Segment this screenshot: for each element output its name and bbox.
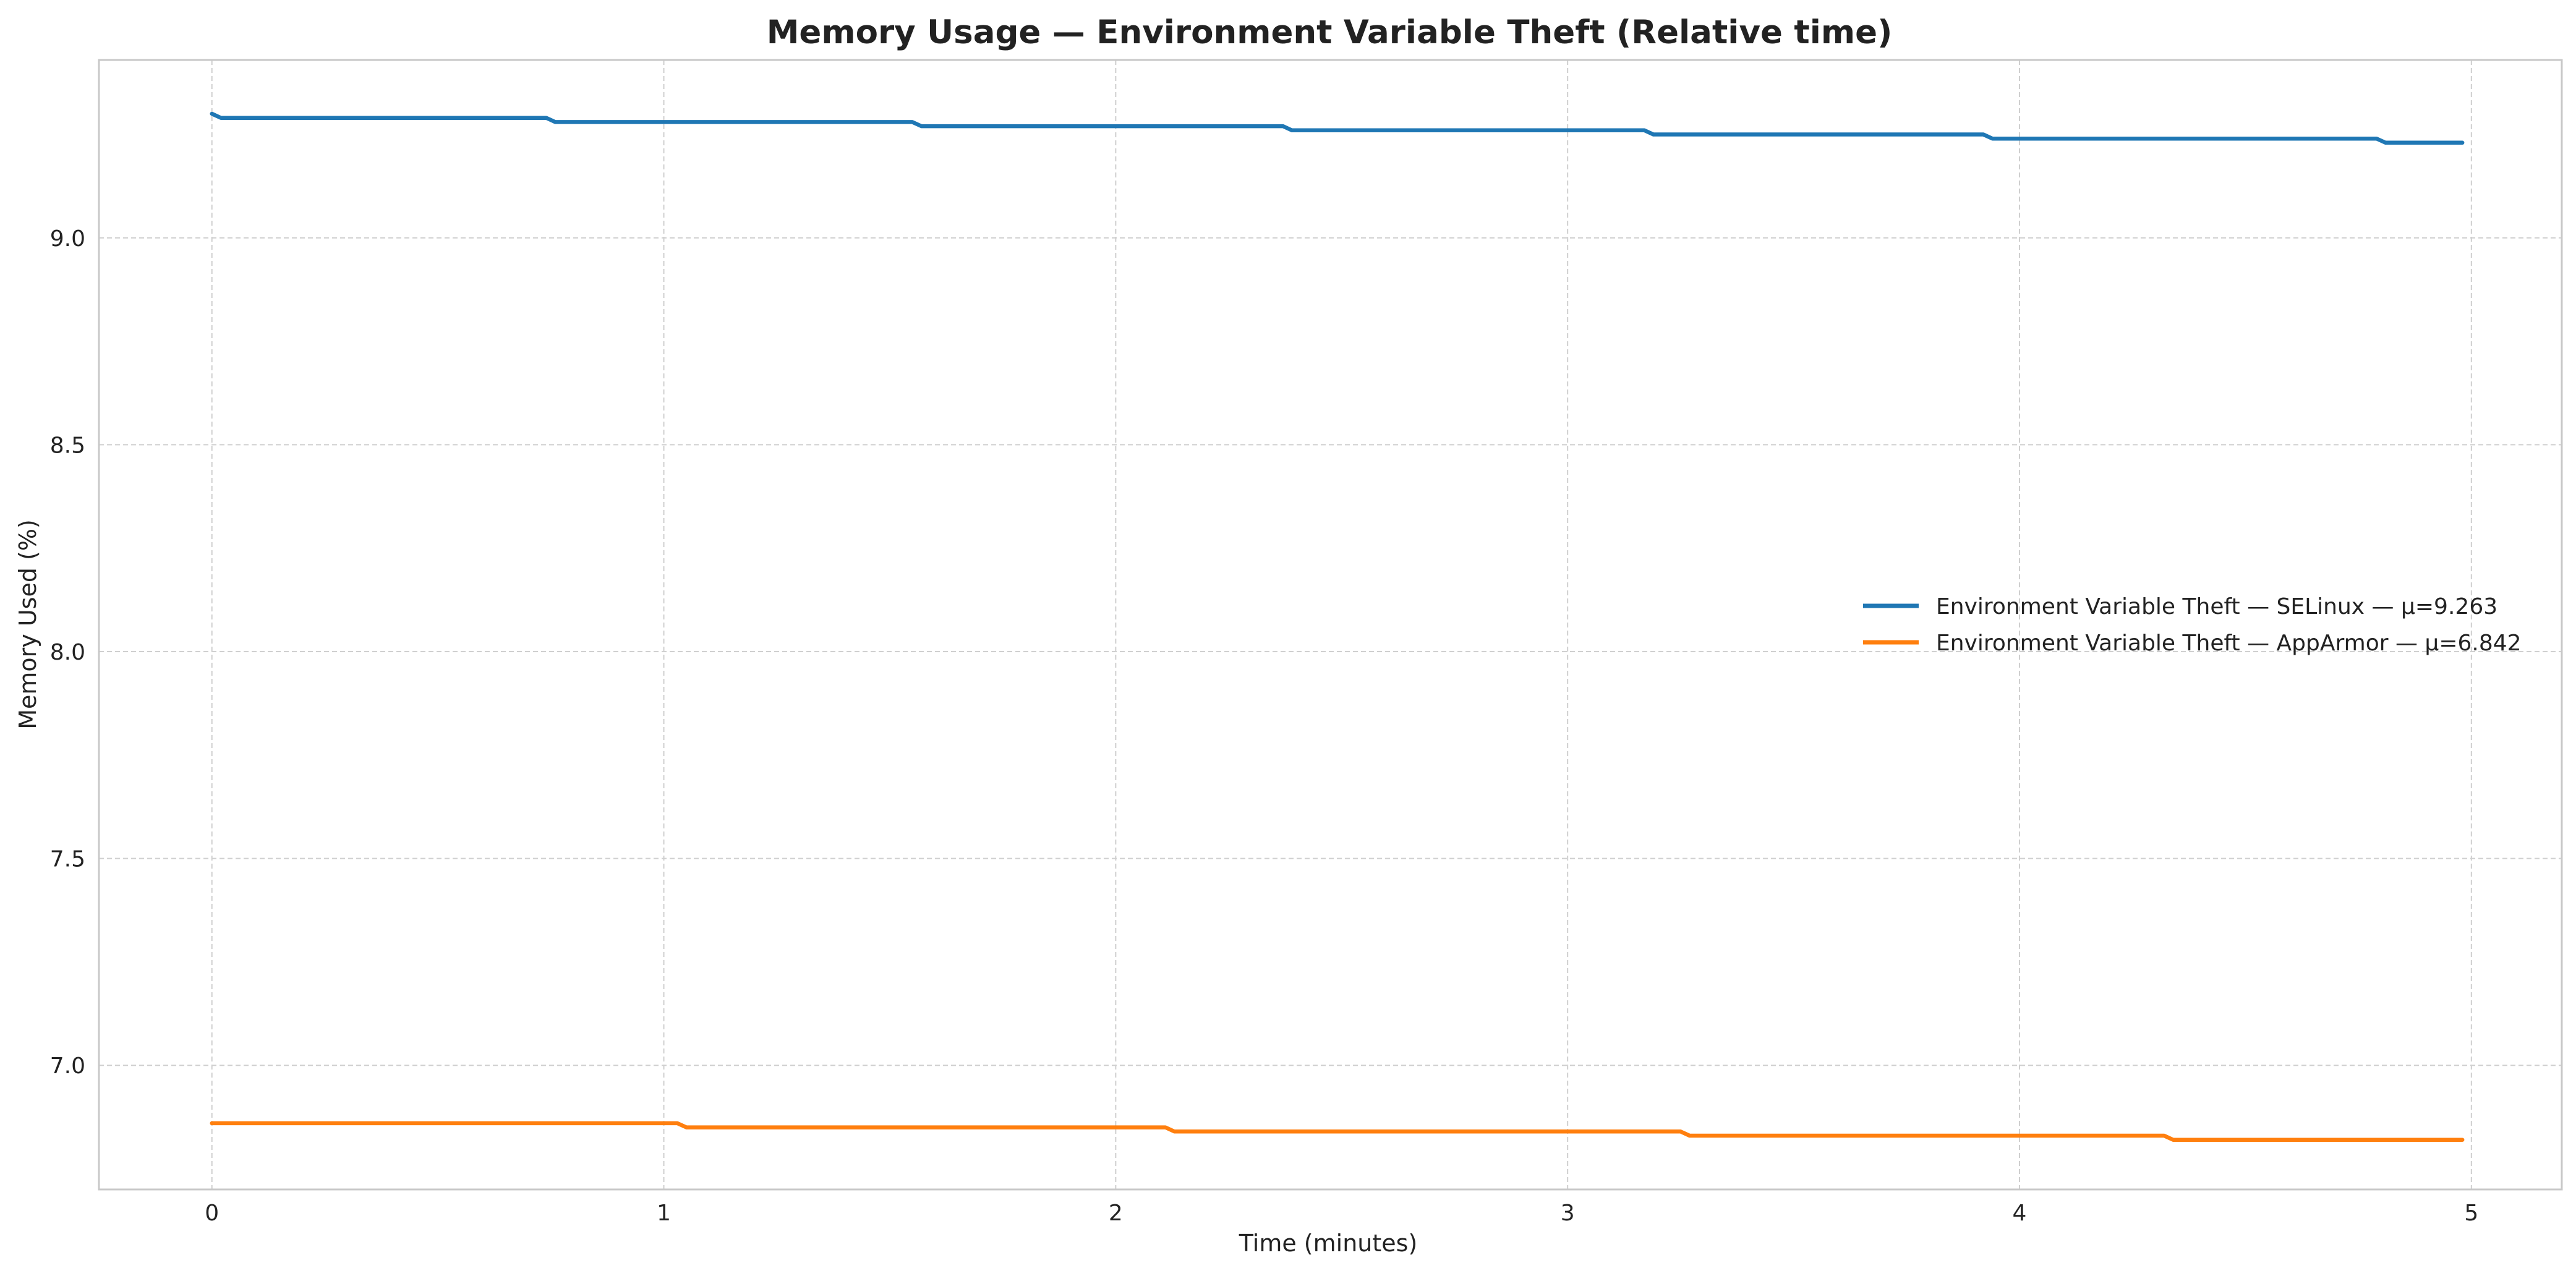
y-axis-label: Memory Used (%) <box>14 519 41 729</box>
x-tick-label: 2 <box>1109 1201 1123 1226</box>
x-axis-label: Time (minutes) <box>1239 1230 1418 1257</box>
y-tick-label: 9.0 <box>50 226 85 252</box>
y-tick-label: 7.5 <box>50 847 85 872</box>
tick-layer: 0 1 2 3 4 5 7.0 7.5 8.0 8.5 9.0 <box>50 226 2479 1226</box>
legend-label-selinux: Environment Variable Theft — SELinux — μ… <box>1936 594 2497 619</box>
x-tick-label: 1 <box>657 1201 671 1226</box>
x-tick-label: 3 <box>1561 1201 1575 1226</box>
x-tick-label: 4 <box>2013 1201 2027 1226</box>
x-tick-label: 5 <box>2464 1201 2478 1226</box>
grid-layer <box>99 60 2562 1189</box>
legend-label-apparmor: Environment Variable Theft — AppArmor — … <box>1936 631 2522 656</box>
series-line-apparmor <box>210 1121 2465 1142</box>
legend: Environment Variable Theft — SELinux — μ… <box>1863 594 2522 656</box>
x-tick-label: 0 <box>205 1201 219 1226</box>
series-layer <box>210 111 2465 1142</box>
series-line-selinux <box>210 111 2465 145</box>
chart-title: Memory Usage — Environment Variable Thef… <box>767 14 1893 51</box>
y-tick-label: 8.5 <box>50 433 85 458</box>
plot-frame <box>98 59 2563 1191</box>
y-tick-label: 7.0 <box>50 1053 85 1079</box>
y-tick-label: 8.0 <box>50 640 85 665</box>
